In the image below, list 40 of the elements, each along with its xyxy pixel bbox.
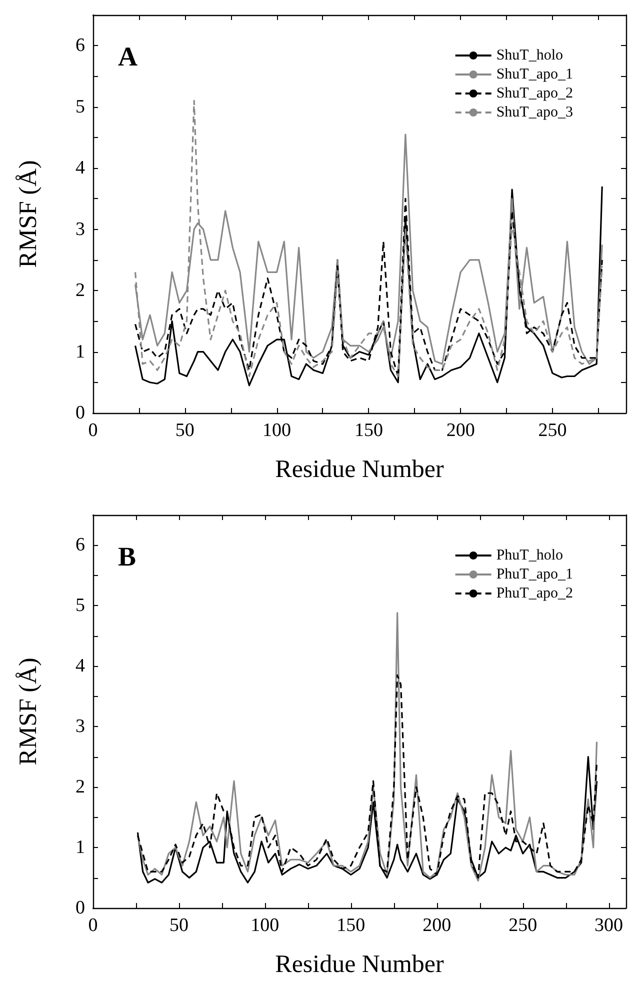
- x-tick-label: 200: [446, 420, 475, 441]
- x-tick-label: 100: [262, 420, 292, 441]
- legend-label: ShuT_holo: [496, 48, 564, 64]
- legend-label: PhuT_holo: [496, 548, 564, 564]
- legend-label: ShuT_apo_2: [496, 86, 574, 102]
- x-tick-label: 250: [508, 915, 538, 936]
- x-axis-title: Residue Number: [275, 456, 445, 483]
- legend-label: ShuT_apo_3: [496, 104, 574, 120]
- y-tick-label: 3: [76, 218, 85, 240]
- y-tick-label: 4: [76, 656, 86, 677]
- x-tick-label: 300: [594, 915, 624, 936]
- x-tick-label: 150: [336, 915, 366, 936]
- y-tick-label: 2: [76, 280, 85, 302]
- legend-label: ShuT_apo_1: [496, 66, 574, 82]
- y-axis-title: RMSF (Å): [15, 160, 42, 268]
- y-tick-label: 6: [76, 534, 85, 556]
- y-tick-label: 5: [76, 595, 85, 616]
- legend-label: PhuT_apo_2: [496, 586, 574, 602]
- x-tick-label: 50: [169, 915, 188, 936]
- y-tick-label: 6: [76, 35, 85, 56]
- y-tick-label: 1: [76, 341, 85, 362]
- line-series: [134, 100, 603, 378]
- x-tick-label: 250: [538, 420, 567, 441]
- x-tick-label: 200: [422, 915, 452, 936]
- y-axis-title: RMSF (Å): [15, 658, 42, 766]
- y-tick-label: 2: [76, 776, 85, 798]
- y-tick-label: 0: [76, 402, 85, 424]
- x-tick-label: 50: [175, 420, 194, 441]
- line-series: [136, 612, 598, 882]
- y-tick-label: 3: [76, 716, 85, 738]
- y-tick-label: 0: [76, 898, 85, 918]
- x-axis-title: Residue Number: [275, 951, 445, 978]
- x-tick-label: 100: [250, 915, 280, 936]
- y-tick-label: 4: [76, 158, 86, 179]
- annotation: A: [118, 42, 138, 72]
- annotation: B: [118, 542, 136, 572]
- legend-label: PhuT_apo_1: [496, 566, 574, 582]
- y-tick-label: 1: [76, 837, 85, 858]
- y-tick-label: 5: [76, 96, 85, 118]
- x-tick-label: 150: [354, 420, 383, 441]
